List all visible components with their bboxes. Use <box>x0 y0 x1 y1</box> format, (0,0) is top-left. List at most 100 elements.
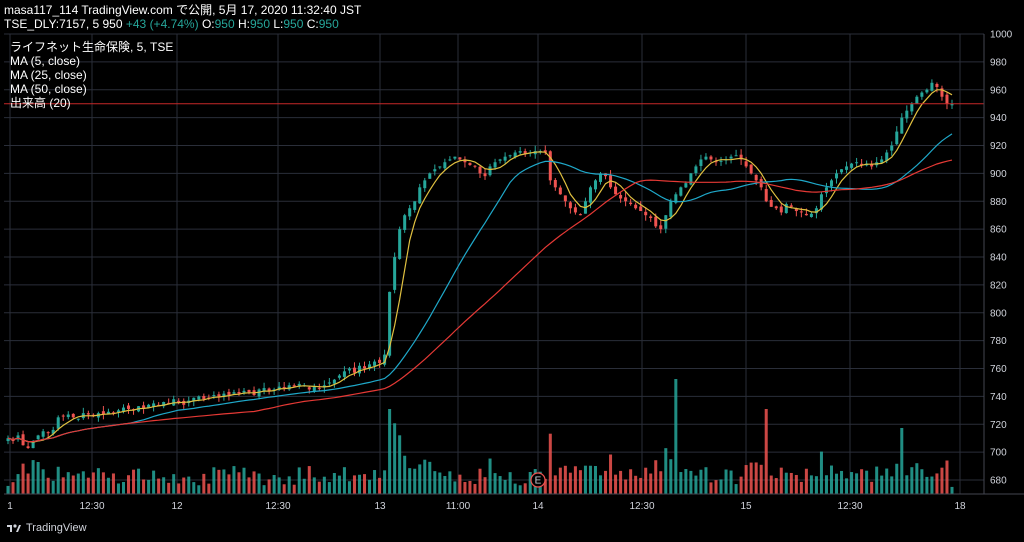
candle-body <box>518 151 522 153</box>
volume-bar <box>393 423 397 494</box>
volume-bar <box>317 481 321 494</box>
candle-body <box>16 435 20 440</box>
candle-body <box>363 366 367 369</box>
volume-bar <box>207 483 211 494</box>
volume-bar <box>734 484 738 494</box>
high-label: H: <box>237 17 250 31</box>
volume-bar <box>172 474 176 494</box>
volume-bar <box>724 469 728 494</box>
volume-bar <box>583 465 587 494</box>
candle-body <box>779 206 783 213</box>
volume-bar <box>41 469 45 494</box>
volume-bar <box>192 482 196 494</box>
low-value: 950 <box>283 17 304 31</box>
candle-body <box>232 392 236 394</box>
y-tick-label: 680 <box>990 476 1007 487</box>
volume-bar <box>162 477 166 494</box>
volume-bar <box>418 464 422 494</box>
volume-bar <box>458 474 462 494</box>
y-tick-label: 980 <box>990 57 1007 68</box>
volume-bar <box>322 476 326 494</box>
close-value: 950 <box>318 17 339 31</box>
volume-bar <box>634 475 638 494</box>
volume-bar <box>684 469 688 494</box>
x-tick-label: 12:30 <box>837 501 862 512</box>
volume-bar <box>915 463 919 494</box>
price-axis: 680 700 720 740 760 780 800 820 840 860 880 900 920 9… <box>984 30 1024 494</box>
volume-bar <box>101 472 105 494</box>
candle-body <box>332 379 336 384</box>
legend-ma5[interactable]: MA (5, close) <box>10 54 81 68</box>
volume-bar <box>619 470 623 494</box>
candle-body <box>573 207 577 213</box>
candle-body <box>543 150 547 153</box>
candle-body <box>478 166 482 174</box>
volume-bar <box>604 470 608 494</box>
candle-body <box>398 229 402 259</box>
tradingview-icon <box>7 524 21 532</box>
candle-body <box>388 291 392 356</box>
volume-bar <box>543 478 547 494</box>
candle-body <box>814 208 818 214</box>
volume-bar <box>739 476 743 494</box>
candle-body <box>56 417 60 429</box>
candle-body <box>237 392 241 394</box>
volume-bar <box>654 460 658 494</box>
volume-bar <box>398 435 402 494</box>
volume-bar <box>714 480 718 494</box>
candle-body <box>669 201 673 217</box>
y-tick-label: 740 <box>990 392 1007 403</box>
y-tick-label: 820 <box>990 280 1007 291</box>
volume-bar <box>789 472 793 494</box>
candle-body <box>614 186 618 195</box>
candle-body <box>192 397 196 402</box>
candle-body <box>438 166 442 168</box>
volume-bar <box>252 471 256 494</box>
candle-body <box>61 415 65 417</box>
volume-bar <box>659 471 663 494</box>
candle-body <box>674 194 678 203</box>
volume-bar <box>563 465 567 494</box>
candle-body <box>458 157 462 160</box>
volume-bar <box>935 473 939 494</box>
volume-bar <box>413 468 417 494</box>
volume-bar <box>829 465 833 494</box>
tradingview-logo[interactable]: TradingView <box>6 522 87 534</box>
volume-bar <box>483 477 487 494</box>
volume-bar <box>764 409 768 494</box>
candle-body <box>66 414 70 418</box>
candle-body <box>523 151 527 154</box>
legend-ma25[interactable]: MA (25, close) <box>10 68 87 82</box>
candle-body <box>829 180 833 187</box>
volume-bar <box>202 473 206 494</box>
volume-bar <box>267 479 271 494</box>
candle-body <box>101 411 105 415</box>
volume-bar <box>297 467 301 494</box>
candle-body <box>694 166 698 174</box>
x-tick-label: 12:30 <box>79 501 104 512</box>
volume-bar <box>106 477 110 494</box>
volume-bar <box>177 483 181 494</box>
volume-bar <box>694 475 698 494</box>
volume-bar <box>528 472 532 494</box>
volume-bar <box>272 475 276 494</box>
candle-body <box>704 156 708 160</box>
candle-body <box>448 159 452 161</box>
x-tick-label: 12 <box>171 501 183 512</box>
candle-body <box>553 179 557 188</box>
candle-body <box>644 211 648 216</box>
volume-bar <box>548 433 552 494</box>
candle-body <box>578 214 582 216</box>
candle-body <box>794 208 798 212</box>
volume-bar <box>403 455 407 494</box>
legend-ma50[interactable]: MA (50, close) <box>10 82 87 96</box>
volume-bar <box>508 472 512 494</box>
candle-body <box>463 159 467 163</box>
candle-body <box>935 83 939 87</box>
legend-volume[interactable]: 出来高 (20) <box>10 96 71 110</box>
candle-body <box>418 187 422 204</box>
candle-body <box>819 194 823 210</box>
candle-body <box>850 163 854 168</box>
volume-bar <box>378 477 382 494</box>
